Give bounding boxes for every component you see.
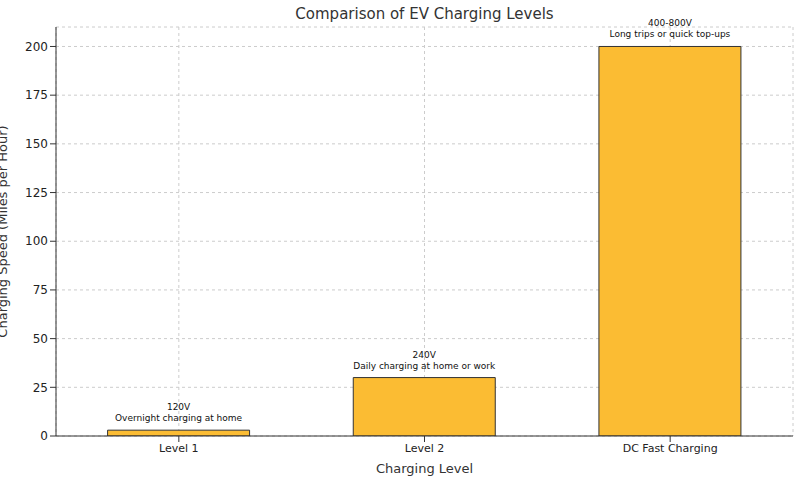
svg-text:Charging Level: Charging Level [376, 461, 473, 476]
svg-text:25: 25 [33, 381, 48, 395]
svg-text:150: 150 [25, 137, 48, 151]
svg-text:50: 50 [33, 332, 48, 346]
svg-text:100: 100 [25, 234, 48, 248]
svg-text:75: 75 [33, 283, 48, 297]
svg-text:Level 1: Level 1 [159, 442, 199, 455]
svg-text:Charging Speed (Miles per Hour: Charging Speed (Miles per Hour) [8, 125, 10, 337]
svg-text:200: 200 [25, 40, 48, 54]
svg-text:175: 175 [25, 88, 48, 102]
svg-text:400-800V: 400-800V [648, 18, 693, 28]
svg-text:Daily charging at home or work: Daily charging at home or work [353, 361, 496, 371]
svg-text:125: 125 [25, 186, 48, 200]
svg-text:Overnight charging at home: Overnight charging at home [115, 413, 243, 423]
svg-text:DC Fast Charging: DC Fast Charging [623, 442, 718, 455]
svg-text:Long trips or quick top-ups: Long trips or quick top-ups [610, 29, 731, 39]
svg-text:Level 2: Level 2 [405, 442, 445, 455]
svg-text:240V: 240V [413, 350, 437, 360]
svg-text:0: 0 [40, 429, 48, 443]
svg-text:120V: 120V [167, 402, 191, 412]
html-text:Comparison of EV Charging Leve: Comparison of EV Charging Levels [295, 5, 554, 23]
